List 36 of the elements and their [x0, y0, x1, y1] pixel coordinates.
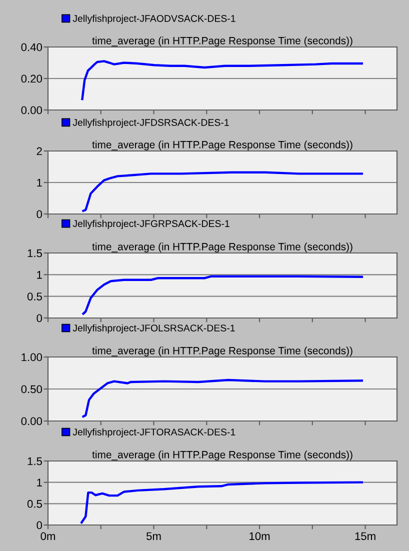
y-tick-label: 1.5: [28, 249, 42, 258]
y-tick-label: 0: [36, 521, 42, 530]
y-tick-label: 0.5: [27, 500, 42, 508]
y-tick-label: 0.00: [21, 106, 42, 114]
x-tick-label: 0m: [40, 532, 55, 540]
line-series: [82, 378, 363, 418]
y-tick-label: 0.00: [21, 417, 42, 426]
chart-title: time_average (in HTTP.Page Response Time (seconds)): [92, 140, 352, 150]
chart-title: time_average (in HTTP.Page Response Time (seconds)): [92, 36, 352, 46]
line-series: [82, 275, 363, 315]
y-tick-label: 1: [37, 478, 42, 486]
y-tick-label: 1: [37, 178, 42, 187]
y-tick-label: 1: [37, 271, 42, 279]
line-series: [82, 171, 363, 212]
chart-title: time_average (in HTTP.Page Response Time (seconds)): [92, 450, 352, 460]
line-series: [80, 481, 363, 524]
chart-title: time_average (in HTTP.Page Response Time (seconds)): [92, 346, 352, 356]
chart-title: time_average (in HTTP.Page Response Time (seconds)): [92, 242, 352, 252]
text: Jellyfishproject-JFOLSRSACK-DES-1: [72, 324, 235, 334]
legend-label: Jellyfishproject-JFAODVSACK-DES-1: [72, 14, 236, 24]
y-tick-label: 1.5: [28, 457, 42, 466]
x-tick-label: 15m: [355, 532, 376, 540]
line-series: [81, 60, 363, 100]
x-tick-label: 5m: [146, 532, 161, 540]
x-tick-label: 10m: [250, 532, 270, 540]
y-tick-label: 0.20: [21, 74, 42, 83]
y-tick-label: 2: [36, 147, 42, 156]
y-tick-label: 0: [36, 210, 42, 218]
y-tick-label: 1.00: [22, 353, 42, 362]
y-tick-label: 0.40: [21, 43, 42, 52]
y-tick-label: 0: [36, 314, 42, 322]
legend-label: Jellyfishproject-JFGRPSACK-DES-1: [72, 220, 230, 229]
y-tick-label: 0.5: [27, 292, 42, 300]
text: Jellyfishproject-JFDSRSACK-DES-1: [72, 118, 229, 128]
y-tick-label: 0.50: [21, 385, 42, 394]
legend-label: Jellyfishproject-JFTORASACK-DES-1: [72, 428, 236, 438]
